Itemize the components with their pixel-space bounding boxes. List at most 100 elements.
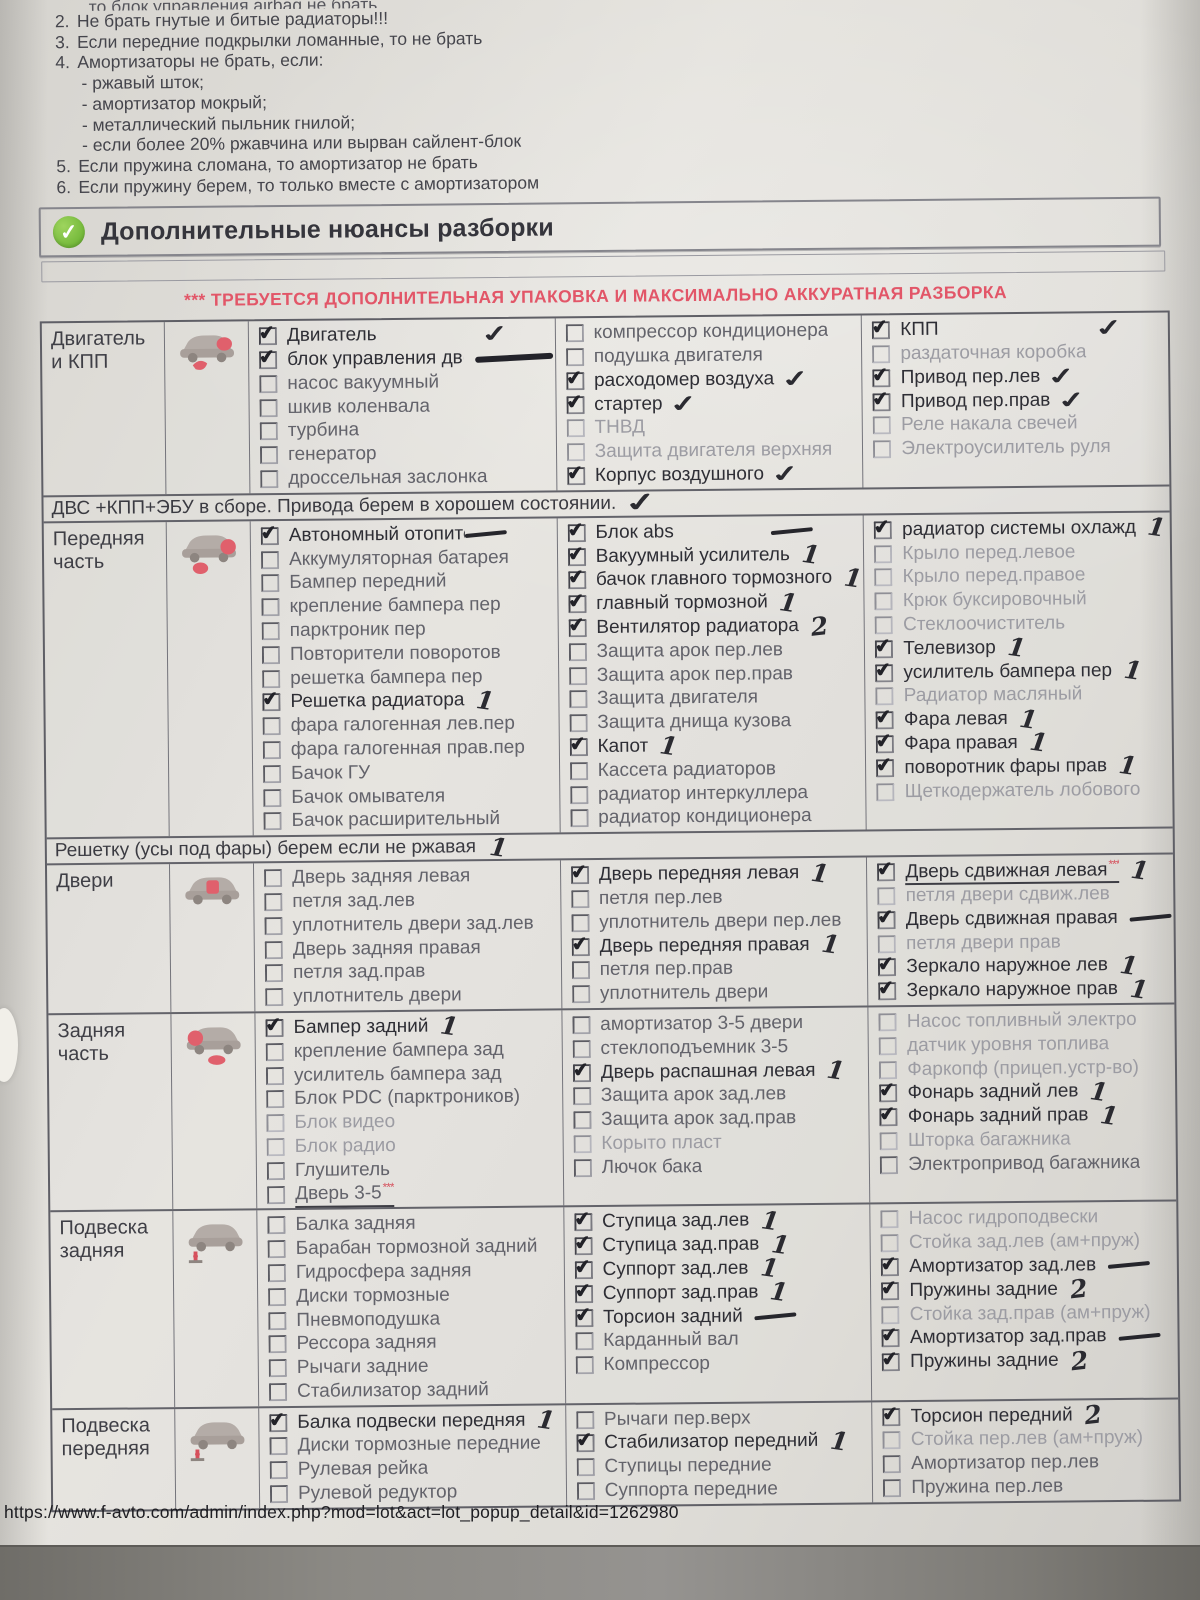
- checklist-item: расходомер воздуха✓: [560, 365, 860, 393]
- checkbox: [265, 1042, 284, 1061]
- handwritten-mark: 1: [1127, 973, 1150, 1005]
- car-doors-icon: [184, 877, 239, 905]
- checkbox: [570, 890, 590, 909]
- checklist-item: Стабилизатор задний: [263, 1377, 563, 1404]
- checkbox: [879, 1132, 899, 1151]
- checkbox: [567, 523, 586, 543]
- checklist-item: Балка подвески передняя 1: [263, 1405, 563, 1436]
- item-label: стеклоподъемник 3-5: [600, 1035, 789, 1059]
- handwritten-mark: ✓: [666, 389, 701, 418]
- handwritten-mark: ✓: [1054, 385, 1089, 414]
- item-label: Рулевая рейка: [297, 1457, 429, 1481]
- item-label: петля двери прав: [905, 931, 1061, 954]
- checklist-item: поворотник фары прав 1: [870, 750, 1170, 781]
- section-label: Двигатель и КПП: [50, 327, 146, 374]
- item-label: Дверь сдвижная левая***: [905, 857, 1120, 886]
- handwritten-mark: 1: [1145, 511, 1168, 544]
- checklist-item: Дверь 3-5***: [261, 1180, 561, 1208]
- item-label: Пружина пер.лев: [911, 1475, 1064, 1499]
- item-label: усилитель бампера зад: [293, 1062, 502, 1086]
- checklist-item: Рычаги задние: [263, 1354, 563, 1381]
- checkbox: [876, 735, 895, 754]
- item-label: Защита двигателя: [596, 686, 759, 710]
- checkbox: [878, 982, 897, 1001]
- checklist-item: уплотнитель двери пер.лев: [565, 908, 865, 935]
- checkbox: [876, 782, 895, 801]
- checklist-item: петля зад.прав: [259, 959, 559, 986]
- item-label: фара галогенная прав.пер: [290, 736, 525, 760]
- item-label: крепление бампера пер: [289, 594, 501, 618]
- checkbox: [880, 1210, 899, 1229]
- checkbox: [265, 1018, 284, 1038]
- checklist-item: крепление бампера пер: [255, 593, 555, 620]
- checklist-item: Крыло перед.левое: [868, 539, 1168, 566]
- handwritten-mark: ✓: [621, 487, 660, 519]
- item-label: парктроник пер: [289, 618, 426, 641]
- checkbox: [875, 663, 894, 682]
- item-label: Балка задняя: [295, 1213, 416, 1236]
- item-label: петля зад.прав: [292, 961, 426, 984]
- checkbox: [570, 866, 589, 885]
- checkbox: [874, 568, 893, 587]
- checklist-item: Карданный вал: [569, 1327, 869, 1354]
- checkbox: [873, 440, 892, 459]
- checklist-item: шкив коленвала: [253, 393, 553, 420]
- handwritten-mark: [464, 530, 507, 538]
- item-label: Радиатор масляный: [903, 683, 1083, 707]
- item-label: Стабилизатор задний: [296, 1378, 489, 1402]
- item-label: бачок главного тормозного: [595, 567, 833, 591]
- checklist-item: Бампер передний: [255, 569, 555, 596]
- checklist-item: петля пер.прав: [566, 956, 866, 983]
- item-label: Защита днища кузова: [597, 710, 792, 734]
- checkbox: [881, 1305, 900, 1324]
- handwritten-mark: 2: [1069, 1345, 1090, 1376]
- handwritten-mark: 1: [658, 730, 680, 762]
- checklist-item: Суппорт зад.прав 1: [569, 1276, 869, 1308]
- handwritten-mark: 1: [809, 857, 831, 889]
- handwritten-mark: [754, 1312, 797, 1320]
- checkbox: [260, 526, 279, 546]
- item-label: решетка бампера пер: [290, 665, 483, 689]
- checklist-item: уплотнитель двери зад.лев: [258, 911, 558, 938]
- checkbox: [874, 592, 893, 611]
- section-row: Двигатель и КПП Двигатель ✓ блок управления…: [42, 312, 1170, 495]
- handwritten-mark: 1: [819, 928, 842, 960]
- handwritten-mark: 1: [842, 562, 864, 594]
- handwritten-mark: 2: [1083, 1399, 1104, 1431]
- item-label: Телевизор: [903, 636, 996, 659]
- checkbox: [266, 1137, 285, 1157]
- checkbox: [881, 1329, 900, 1348]
- rule-text: Амортизаторы не брать, если:: [77, 50, 324, 73]
- checkbox: [572, 1016, 591, 1035]
- checklist-item: Реле накала свечей: [867, 411, 1167, 438]
- checklist-item: Электроусилитель руля: [867, 435, 1167, 462]
- item-label: Ступицы передние: [604, 1454, 772, 1478]
- checklist-item: Пневмоподушка: [262, 1306, 562, 1333]
- checklist-column: амортизатор 3-5 двери стеклоподъемник 3-5…: [561, 1007, 870, 1206]
- checkbox: [258, 327, 278, 346]
- handwritten-mark: 1: [1129, 854, 1151, 886]
- item-label: Рычаги задние: [296, 1355, 429, 1379]
- item-label: Корыто пласт: [601, 1131, 722, 1154]
- checkbox: [569, 761, 588, 781]
- item-label: компрессор кондиционера: [593, 320, 829, 344]
- rule-text: Не брать гнутые и битые радиаторы!!!: [76, 8, 389, 31]
- item-label: КПП: [900, 318, 939, 341]
- item-label: Двигатель: [286, 324, 377, 347]
- item-label: Защита арок зад.лев: [600, 1083, 787, 1107]
- item-label: радиатор интеркуллера: [597, 781, 809, 805]
- checklist-item: Насос топливный электро: [873, 1008, 1173, 1035]
- checklist-column: Блок absВакуумный усилитель1бачок главно…: [556, 515, 867, 833]
- checkbox: [262, 693, 281, 712]
- checkbox: [881, 1281, 900, 1301]
- suspension-icon: [190, 1422, 244, 1461]
- item-label: Суппорт зад.лев: [602, 1257, 749, 1280]
- car-rear-icon: [186, 1027, 241, 1065]
- checklist-item: Кассета радиаторов: [564, 756, 864, 783]
- checkbox: [569, 738, 588, 757]
- checkbox: [574, 1284, 593, 1303]
- item-label: Пневмоподушка: [296, 1308, 441, 1331]
